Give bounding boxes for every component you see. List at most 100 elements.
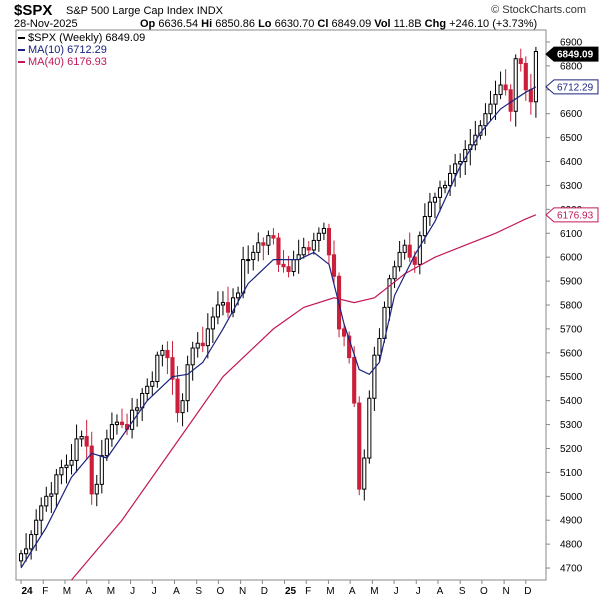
candle-body	[69, 459, 74, 466]
y-tick-label: 5200	[560, 444, 583, 455]
legend-swatch	[18, 37, 25, 40]
candle-body	[422, 216, 427, 237]
plot-frame	[15, 29, 547, 581]
candle-body	[59, 467, 64, 476]
x-tick-label: J	[416, 586, 421, 597]
candle-body	[367, 397, 372, 459]
candle-body	[119, 421, 125, 426]
candle-body	[29, 534, 34, 550]
legend-label: MA(10) 6712.29	[28, 44, 107, 56]
x-tick-label: D	[261, 586, 268, 597]
candle-body	[49, 493, 54, 497]
y-tick-label: 5100	[560, 468, 583, 479]
low-label: Lo	[258, 18, 272, 30]
candle-body	[251, 251, 256, 261]
candle-body	[533, 51, 538, 103]
candle-body	[175, 378, 180, 414]
y-tick-label: 6600	[560, 109, 583, 120]
price-tag	[545, 79, 599, 95]
x-tick-label: A	[85, 586, 92, 597]
y-tick-label: 5600	[560, 348, 583, 359]
candle-body	[331, 254, 337, 277]
candle-body	[498, 84, 503, 96]
candle-body	[372, 354, 377, 399]
price-tag-label: 6712.29	[557, 82, 594, 93]
candle-body	[84, 436, 89, 447]
security-name: S&P 500 Large Cap Index INDX	[66, 5, 223, 17]
x-tick-label: A	[173, 586, 180, 597]
y-tick-label: 4700	[560, 564, 583, 575]
candle-body	[291, 259, 296, 273]
legend-entry: MA(10) 6712.29	[18, 44, 145, 56]
candle-body	[246, 259, 251, 262]
candle-body	[483, 113, 488, 127]
candle-body	[24, 548, 29, 555]
candle-body	[256, 242, 261, 253]
x-tick-label: J	[130, 586, 135, 597]
candle-body	[236, 292, 241, 299]
close-value: 6849.09	[331, 18, 372, 30]
candle-body	[150, 381, 155, 387]
y-tick-label: 5300	[560, 420, 583, 431]
candle-body	[311, 239, 316, 251]
candle-body	[160, 349, 165, 356]
x-tick-label: O	[480, 586, 488, 597]
candle-body	[417, 235, 422, 265]
candle-body	[261, 242, 266, 246]
candle-body	[39, 505, 44, 521]
candle-body	[281, 263, 286, 268]
candle-body	[387, 278, 392, 308]
candle-body	[109, 424, 114, 440]
brand-link[interactable]: © StockCharts.com	[491, 4, 586, 16]
price-tag	[545, 207, 599, 223]
candle-body	[104, 438, 109, 457]
candle-body	[170, 357, 175, 380]
candle-body	[453, 163, 458, 174]
x-tick-label: D	[524, 586, 531, 597]
candle-body	[165, 349, 170, 359]
candle-body	[195, 342, 200, 349]
candle-body	[135, 407, 140, 411]
candle-body	[180, 400, 185, 414]
y-tick-label: 5000	[560, 492, 583, 503]
y-tick-label: 6800	[560, 61, 583, 72]
candle-body	[508, 89, 513, 112]
candle-body	[513, 58, 518, 112]
x-tick-label: M	[107, 586, 115, 597]
candle-body	[342, 328, 347, 337]
x-tick-label: A	[437, 586, 444, 597]
candle-body	[94, 483, 99, 495]
candle-body	[316, 232, 321, 241]
candle-body	[286, 266, 291, 273]
candle-body	[190, 347, 195, 366]
x-tick-label: M	[370, 586, 378, 597]
candle-body	[503, 84, 508, 91]
symbol: $SPX	[14, 2, 53, 19]
candle-body	[347, 335, 352, 359]
candle-body	[266, 235, 271, 246]
x-tick-label: 25	[285, 586, 297, 597]
candle-body	[89, 445, 94, 495]
legend-label: MA(40) 6176.93	[28, 56, 107, 68]
candle-body	[407, 244, 412, 258]
candle-body	[74, 438, 79, 461]
chg-label: Chg	[424, 18, 447, 30]
candle-body	[437, 187, 443, 198]
x-tick-label: N	[239, 586, 246, 597]
x-tick-label: 24	[21, 586, 33, 597]
x-tick-label: J	[152, 586, 157, 597]
candle-body	[205, 328, 210, 347]
candle-body	[185, 364, 190, 402]
x-tick-label: M	[63, 586, 71, 597]
candle-body	[79, 436, 84, 440]
candle-body	[99, 455, 104, 485]
candle-body	[352, 357, 357, 404]
candle-body	[321, 227, 326, 234]
candle-body	[44, 495, 49, 507]
candle-body	[357, 402, 362, 490]
candle-body	[271, 235, 276, 239]
candle-body	[155, 354, 160, 383]
y-tick-label: 6300	[560, 181, 583, 192]
y-tick-label: 6500	[560, 133, 583, 144]
